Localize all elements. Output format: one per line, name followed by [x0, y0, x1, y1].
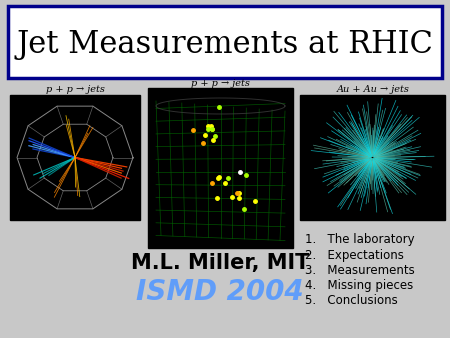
Bar	[10, 95, 140, 220]
Text: 1.   The laboratory: 1. The laboratory	[305, 234, 414, 246]
Text: Au + Au → jets: Au + Au → jets	[337, 86, 410, 95]
Text: Jet Measurements at RHIC: Jet Measurements at RHIC	[17, 28, 433, 59]
Text: 2.   Expectations: 2. Expectations	[305, 248, 404, 262]
Text: 5.   Conclusions: 5. Conclusions	[305, 293, 398, 307]
Bar	[148, 88, 293, 248]
Bar	[300, 95, 445, 220]
Text: 3.   Measurements: 3. Measurements	[305, 264, 415, 276]
Text: p + p → jets: p + p → jets	[190, 78, 249, 88]
Text: 4.   Missing pieces: 4. Missing pieces	[305, 279, 413, 291]
Bar	[8, 6, 442, 78]
Text: M.L. Miller, MIT: M.L. Miller, MIT	[131, 253, 309, 273]
Text: p + p → jets: p + p → jets	[45, 86, 104, 95]
Text: ISMD 2004: ISMD 2004	[136, 278, 304, 306]
